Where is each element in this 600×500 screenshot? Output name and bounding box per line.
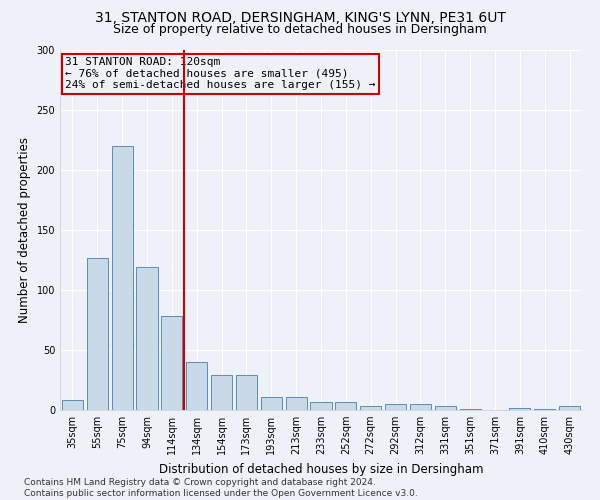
Bar (335, 402, 356, 410)
X-axis label: Distribution of detached houses by size in Dersingham: Distribution of detached houses by size … (159, 462, 483, 475)
Bar (211, 375, 232, 410)
Bar (136, 267, 158, 410)
Bar (62, 400, 83, 410)
Bar (161, 316, 182, 410)
Bar (559, 406, 580, 410)
Bar (360, 406, 381, 410)
Text: Contains HM Land Registry data © Crown copyright and database right 2024.
Contai: Contains HM Land Registry data © Crown c… (24, 478, 418, 498)
Text: 31, STANTON ROAD, DERSINGHAM, KING'S LYNN, PE31 6UT: 31, STANTON ROAD, DERSINGHAM, KING'S LYN… (95, 12, 505, 26)
Y-axis label: Number of detached properties: Number of detached properties (18, 137, 31, 323)
Bar (286, 397, 307, 410)
Bar (534, 409, 555, 410)
Bar (186, 362, 207, 410)
Bar (261, 397, 282, 410)
Text: 31 STANTON ROAD: 120sqm
← 76% of detached houses are smaller (495)
24% of semi-d: 31 STANTON ROAD: 120sqm ← 76% of detache… (65, 57, 376, 90)
Bar (112, 146, 133, 410)
Bar (509, 408, 530, 410)
Bar (236, 375, 257, 410)
Bar (310, 402, 332, 410)
Bar (87, 258, 108, 410)
Bar (385, 404, 406, 410)
Bar (435, 406, 456, 410)
Bar (460, 409, 481, 410)
Bar (410, 404, 431, 410)
Text: Size of property relative to detached houses in Dersingham: Size of property relative to detached ho… (113, 22, 487, 36)
